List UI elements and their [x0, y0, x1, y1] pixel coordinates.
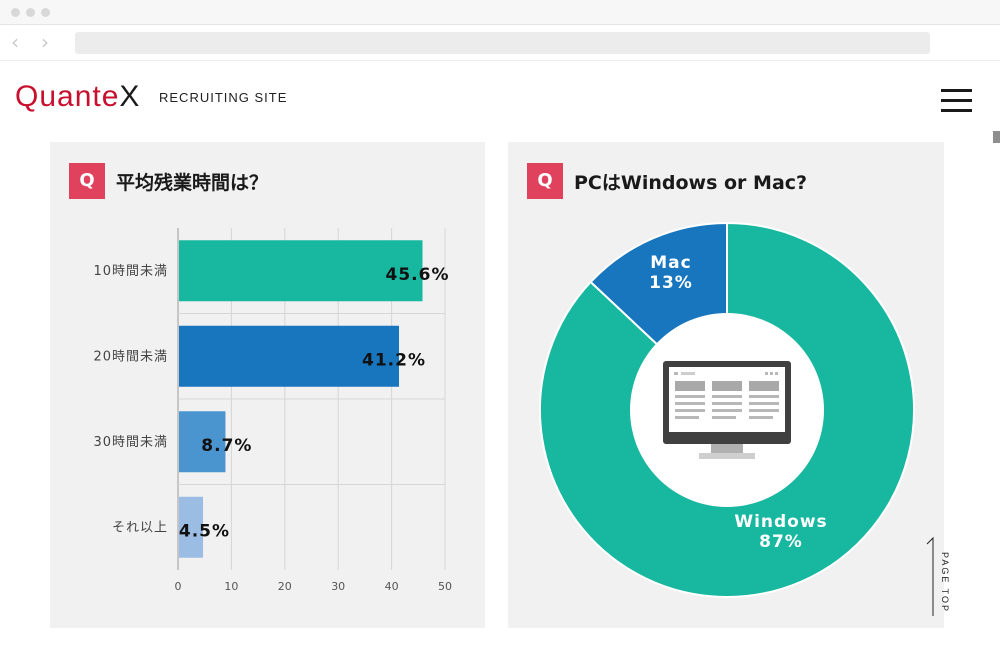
- pc-panel-title: PCはWindows or Mac?: [574, 172, 808, 194]
- pc-panel: Q PCはWindows or Mac?: [508, 142, 944, 628]
- bar: [179, 240, 423, 302]
- overtime-bar-chart: 0 10 20 30 40 50 10時間未満 45.6% 20時間未満 41.2% 30時間未満 8…: [93, 228, 452, 593]
- category-label: 30時間未満: [93, 435, 168, 450]
- category-label: 20時間未満: [93, 349, 168, 364]
- x-tick-label: 20: [278, 580, 292, 593]
- desktop-monitor-icon: [663, 361, 791, 459]
- chevron-left-icon[interactable]: ‹: [11, 30, 19, 54]
- site-logo[interactable]: QuanteX: [15, 80, 140, 116]
- logo-x-letter: X: [119, 80, 141, 113]
- window-minimize-dot[interactable]: [26, 8, 35, 17]
- bar: [179, 411, 226, 473]
- category-label: 10時間未満: [93, 264, 168, 279]
- page-top-arrow-icon[interactable]: [920, 536, 960, 618]
- site-subtitle: RECRUITING SITE: [159, 90, 288, 105]
- window-close-dot[interactable]: [11, 8, 20, 17]
- bar: [179, 496, 204, 558]
- slice-name-label: Windows: [734, 512, 827, 532]
- x-tick-label: 10: [224, 580, 238, 593]
- browser-titlebar: [0, 0, 1000, 25]
- slice-name-label: Mac: [650, 253, 691, 273]
- slice-value-label: 87%: [759, 532, 803, 552]
- window-maximize-dot[interactable]: [41, 8, 50, 17]
- scroll-indicator[interactable]: [993, 131, 1000, 143]
- address-bar[interactable]: [75, 32, 930, 54]
- slice-value-label: 13%: [649, 273, 693, 293]
- chevron-right-icon[interactable]: ›: [41, 30, 49, 54]
- logo-wordmark: Quante: [15, 80, 120, 113]
- question-badge: Q: [69, 163, 105, 199]
- overtime-panel: Q 平均残業時間は？ 0 10 20 30 40 50 10時間未満 45.6% 20時間未満 4…: [50, 142, 485, 628]
- category-label: それ以上: [112, 520, 168, 535]
- page-top-label[interactable]: PAGE TOP: [940, 552, 950, 614]
- question-badge: Q: [527, 163, 563, 199]
- browser-navbar: ‹ ›: [0, 25, 1000, 61]
- bar-data-label: 4.5%: [179, 521, 230, 541]
- x-tick-label: 40: [385, 580, 399, 593]
- hamburger-menu-button[interactable]: [941, 89, 972, 113]
- bar-data-label: 41.2%: [362, 350, 426, 370]
- overtime-panel-title: 平均残業時間は？: [116, 172, 269, 194]
- bar-data-label: 45.6%: [386, 265, 450, 285]
- bar-data-label: 8.7%: [201, 436, 252, 456]
- bar: [179, 325, 400, 387]
- x-tick-label: 30: [331, 580, 345, 593]
- x-tick-label: 50: [438, 580, 452, 593]
- x-tick-label: 0: [175, 580, 182, 593]
